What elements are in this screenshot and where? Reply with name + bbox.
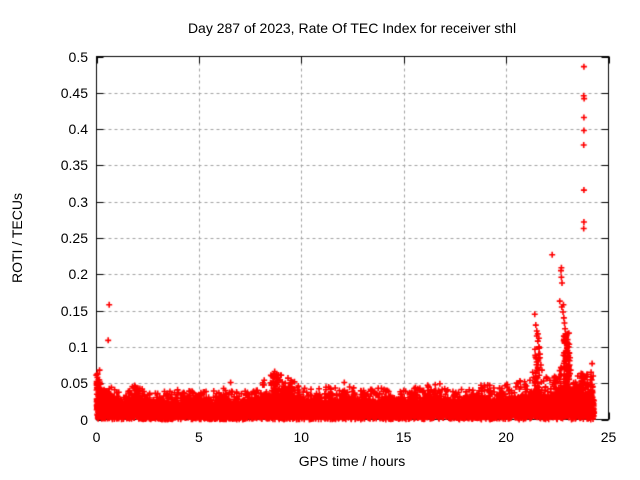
x-axis-title: GPS time / hours [298,453,406,469]
y-tick-label: 0.5 [68,48,88,65]
y-tick-label: 0.45 [60,84,88,101]
x-tick-label: 10 [293,429,310,445]
y-tick-label: 0.1 [68,338,88,355]
x-tick-label: 25 [600,429,617,445]
y-tick-label: 0 [80,411,88,428]
y-axis-title: ROTI / TECUs [9,193,25,283]
y-tick-label: 0.25 [60,230,88,246]
y-tick-label: 0.15 [60,302,88,319]
y-tick-label: 0.35 [60,157,88,174]
x-tick-label: 20 [498,429,514,445]
y-tick-label: 0.05 [60,375,88,392]
y-tick-label: 0.2 [68,266,88,283]
x-tick-label: 5 [194,429,203,445]
chart-title: Day 287 of 2023, Rate Of TEC Index for r… [187,20,517,36]
x-tick-label: 15 [395,429,412,445]
y-tick-label: 0.3 [68,193,88,210]
x-tick-label: 0 [92,429,101,445]
y-tick-label: 0.4 [68,121,88,138]
